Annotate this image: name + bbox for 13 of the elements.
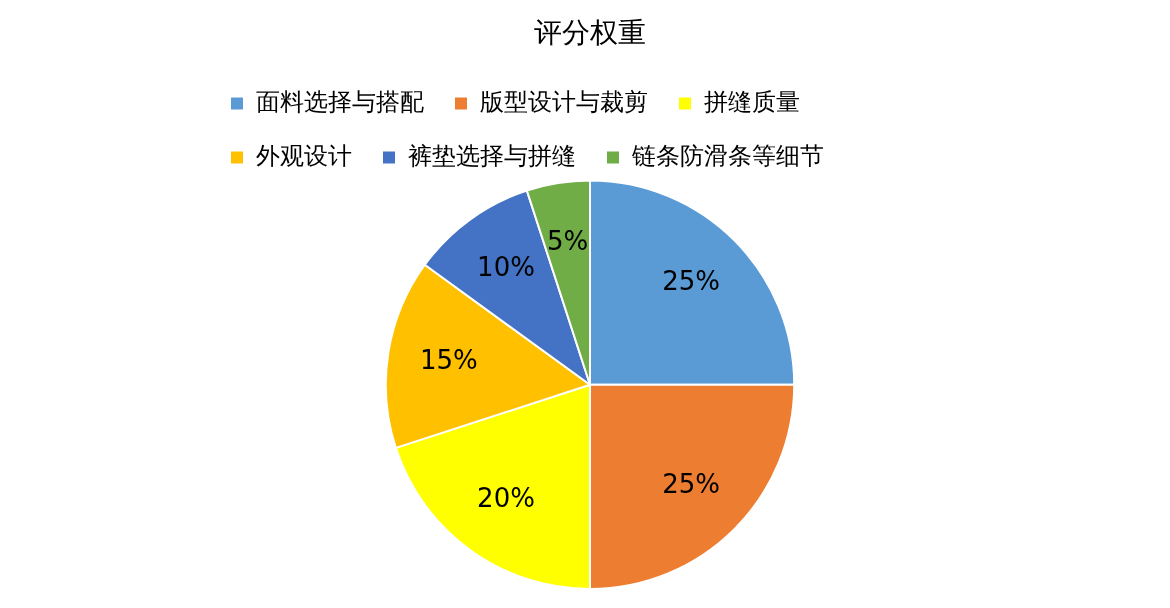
legend-label: 链条防滑条等细节 <box>631 141 824 170</box>
legend-label: 外观设计 <box>256 141 352 170</box>
legend-label: 版型设计与裁剪 <box>480 87 648 116</box>
legend-label: 面料选择与搭配 <box>256 87 424 116</box>
data-label: 10% <box>477 251 535 282</box>
chart-title: 评分权重 <box>534 16 646 50</box>
data-label: 25% <box>662 468 720 499</box>
data-label: 20% <box>477 483 535 514</box>
data-label: 5% <box>547 226 589 257</box>
data-label: 15% <box>419 345 478 376</box>
data-label: 25% <box>662 266 720 297</box>
legend-label: 裤垫选择与拼缝 <box>408 141 576 170</box>
legend-label: 拼缝质量 <box>704 87 800 116</box>
